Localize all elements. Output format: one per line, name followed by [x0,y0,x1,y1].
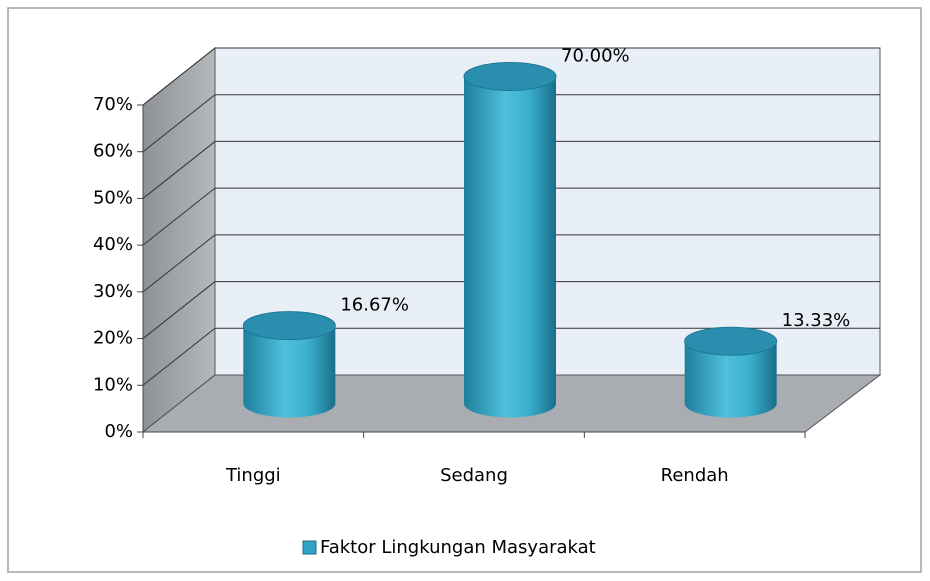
x-tick-label: Rendah [661,465,729,486]
side-grid-line [142,234,216,293]
y-tick-label: 30% [93,281,133,302]
bar [684,341,777,418]
y-tick-label: 20% [93,328,133,349]
side-grid-line [142,327,216,386]
bar-top [684,326,778,356]
data-label: 13.33% [782,310,851,331]
y-tick-label: 70% [93,94,133,115]
side-grid-line [142,141,216,199]
side-grid-line [142,187,216,246]
x-tick-label: Sedang [440,465,508,486]
y-tick-label: 40% [93,234,133,255]
side-grid-line [142,47,216,106]
plot: 0% 10% 20% 30% 40% 50% 60% 70% Tinggi 16.67% Sedan… [93,46,882,558]
legend-label: Faktor Lingkungan Masyarakat [320,537,596,558]
bar-top [463,62,557,91]
legend-swatch [302,540,317,555]
y-tick-label: 60% [93,141,133,162]
bar-top [242,311,336,341]
y-tick-label: 50% [93,187,133,208]
bar [243,325,336,418]
y-tick-label: 10% [93,374,133,395]
data-label: 16.67% [340,295,409,316]
side-grid-line [142,281,216,339]
x-tick-label: Tinggi [225,465,281,486]
y-tick-label: 0% [104,421,133,442]
data-label: 70.00% [561,46,630,67]
side-grid-line [142,94,216,153]
bar [464,76,556,418]
side-wall [142,46,216,434]
